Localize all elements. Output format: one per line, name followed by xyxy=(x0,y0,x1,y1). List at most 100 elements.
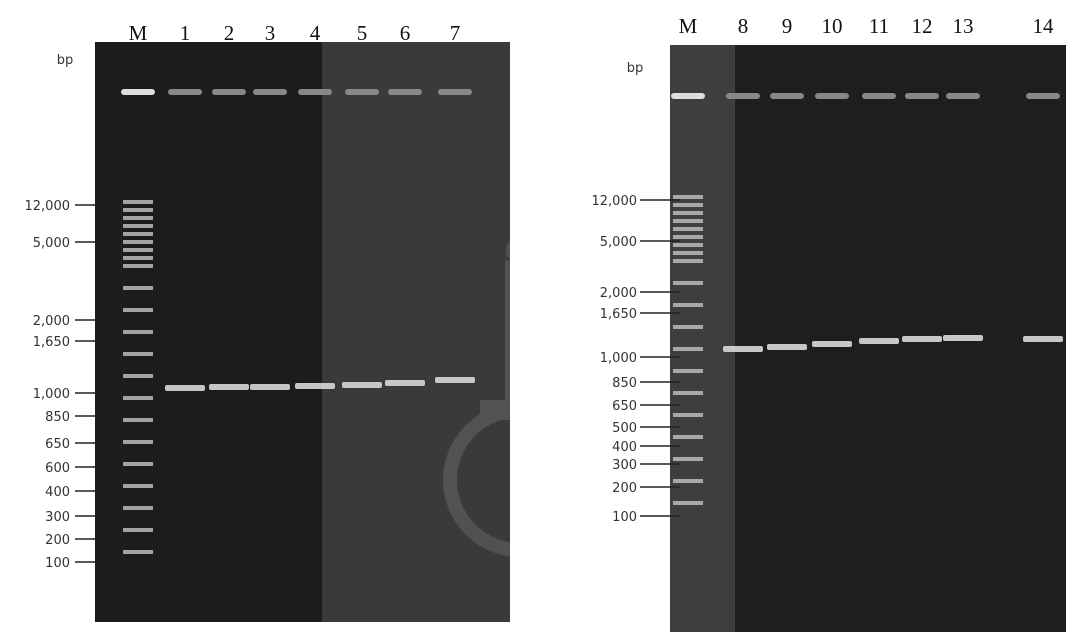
lane-label: 4 xyxy=(310,21,321,45)
marker-label: 200 xyxy=(45,533,70,548)
ladder-band xyxy=(123,240,153,244)
ladder-band xyxy=(673,347,703,351)
ladder-band xyxy=(123,286,153,290)
ladder-band xyxy=(673,391,703,395)
well xyxy=(345,89,379,95)
marker-label: 100 xyxy=(612,510,637,525)
ladder-band xyxy=(123,506,153,510)
lane-label: 2 xyxy=(224,21,235,45)
lane-label: M xyxy=(129,21,148,45)
ladder-band xyxy=(673,259,703,263)
ladder-band xyxy=(123,550,153,554)
sample-band xyxy=(342,382,382,388)
lane-label: 8 xyxy=(738,14,749,38)
well xyxy=(815,93,849,99)
ladder-band xyxy=(123,528,153,532)
gel-left-shade xyxy=(322,42,510,622)
marker-label: 650 xyxy=(45,437,70,452)
ladder-band xyxy=(673,251,703,255)
ladder-band xyxy=(673,195,703,199)
well xyxy=(168,89,202,95)
well xyxy=(212,89,246,95)
well xyxy=(438,89,472,95)
ladder-band xyxy=(123,308,153,312)
ladder-band xyxy=(123,418,153,422)
ladder-band xyxy=(673,325,703,329)
sample-band xyxy=(767,344,807,350)
ladder-band xyxy=(673,227,703,231)
lane-label: 3 xyxy=(265,21,276,45)
sample-band xyxy=(902,336,942,342)
ladder-band xyxy=(673,219,703,223)
gel-right-shade xyxy=(670,45,735,632)
watermark xyxy=(443,236,597,557)
marker-label: 1,650 xyxy=(33,335,70,350)
unit-label: bp xyxy=(627,61,644,76)
ladder-band xyxy=(673,243,703,247)
ladder-band xyxy=(123,374,153,378)
ladder-band xyxy=(673,369,703,373)
ladder-band xyxy=(673,413,703,417)
marker-label: 12,000 xyxy=(25,199,71,214)
well xyxy=(726,93,760,99)
sample-band xyxy=(209,384,249,390)
marker-label: 850 xyxy=(45,410,70,425)
sample-band xyxy=(1023,336,1063,342)
well xyxy=(253,89,287,95)
ladder-band xyxy=(123,330,153,334)
ladder-band xyxy=(673,281,703,285)
well xyxy=(946,93,980,99)
ladder-band xyxy=(673,235,703,239)
well xyxy=(862,93,896,99)
ladder-band xyxy=(123,440,153,444)
marker-label: 200 xyxy=(612,481,637,496)
lane-label: 11 xyxy=(869,14,889,38)
ladder-band xyxy=(123,264,153,268)
ladder-band xyxy=(123,462,153,466)
marker-label: 300 xyxy=(612,458,637,473)
lane-label: 1 xyxy=(180,21,191,45)
well xyxy=(388,89,422,95)
ladder-band xyxy=(123,396,153,400)
well xyxy=(121,89,155,95)
ladder-band xyxy=(123,216,153,220)
ladder-band xyxy=(123,352,153,356)
ladder-band xyxy=(673,479,703,483)
ladder-band xyxy=(123,200,153,204)
lane-label: 12 xyxy=(912,14,933,38)
marker-label: 1,650 xyxy=(600,307,637,322)
marker-label: 850 xyxy=(612,376,637,391)
marker-label: 2,000 xyxy=(600,286,637,301)
lane-label: 7 xyxy=(450,21,461,45)
marker-label: 1,000 xyxy=(600,351,637,366)
sample-band xyxy=(435,377,475,383)
lane-label: 14 xyxy=(1033,14,1055,38)
lane-label: 9 xyxy=(782,14,793,38)
marker-label: 12,000 xyxy=(592,194,638,209)
sample-band xyxy=(385,380,425,386)
marker-label: 5,000 xyxy=(33,236,70,251)
lane-label: 5 xyxy=(357,21,368,45)
marker-label: 650 xyxy=(612,399,637,414)
ladder-band xyxy=(123,232,153,236)
ladder-band xyxy=(673,457,703,461)
ladder-band xyxy=(123,208,153,212)
sample-band xyxy=(250,384,290,390)
sample-band xyxy=(812,341,852,347)
ladder-band xyxy=(123,224,153,228)
ladder-band xyxy=(123,256,153,260)
ladder-band xyxy=(673,211,703,215)
sample-band xyxy=(943,335,983,341)
ladder-band xyxy=(673,303,703,307)
marker-label: 1,000 xyxy=(33,387,70,402)
marker-label: 5,000 xyxy=(600,235,637,250)
ladder-band xyxy=(673,203,703,207)
well xyxy=(770,93,804,99)
marker-label: 300 xyxy=(45,510,70,525)
sample-band xyxy=(859,338,899,344)
lane-label: 10 xyxy=(822,14,843,38)
ladder-band xyxy=(673,501,703,505)
well xyxy=(905,93,939,99)
lane-label: 6 xyxy=(400,21,411,45)
